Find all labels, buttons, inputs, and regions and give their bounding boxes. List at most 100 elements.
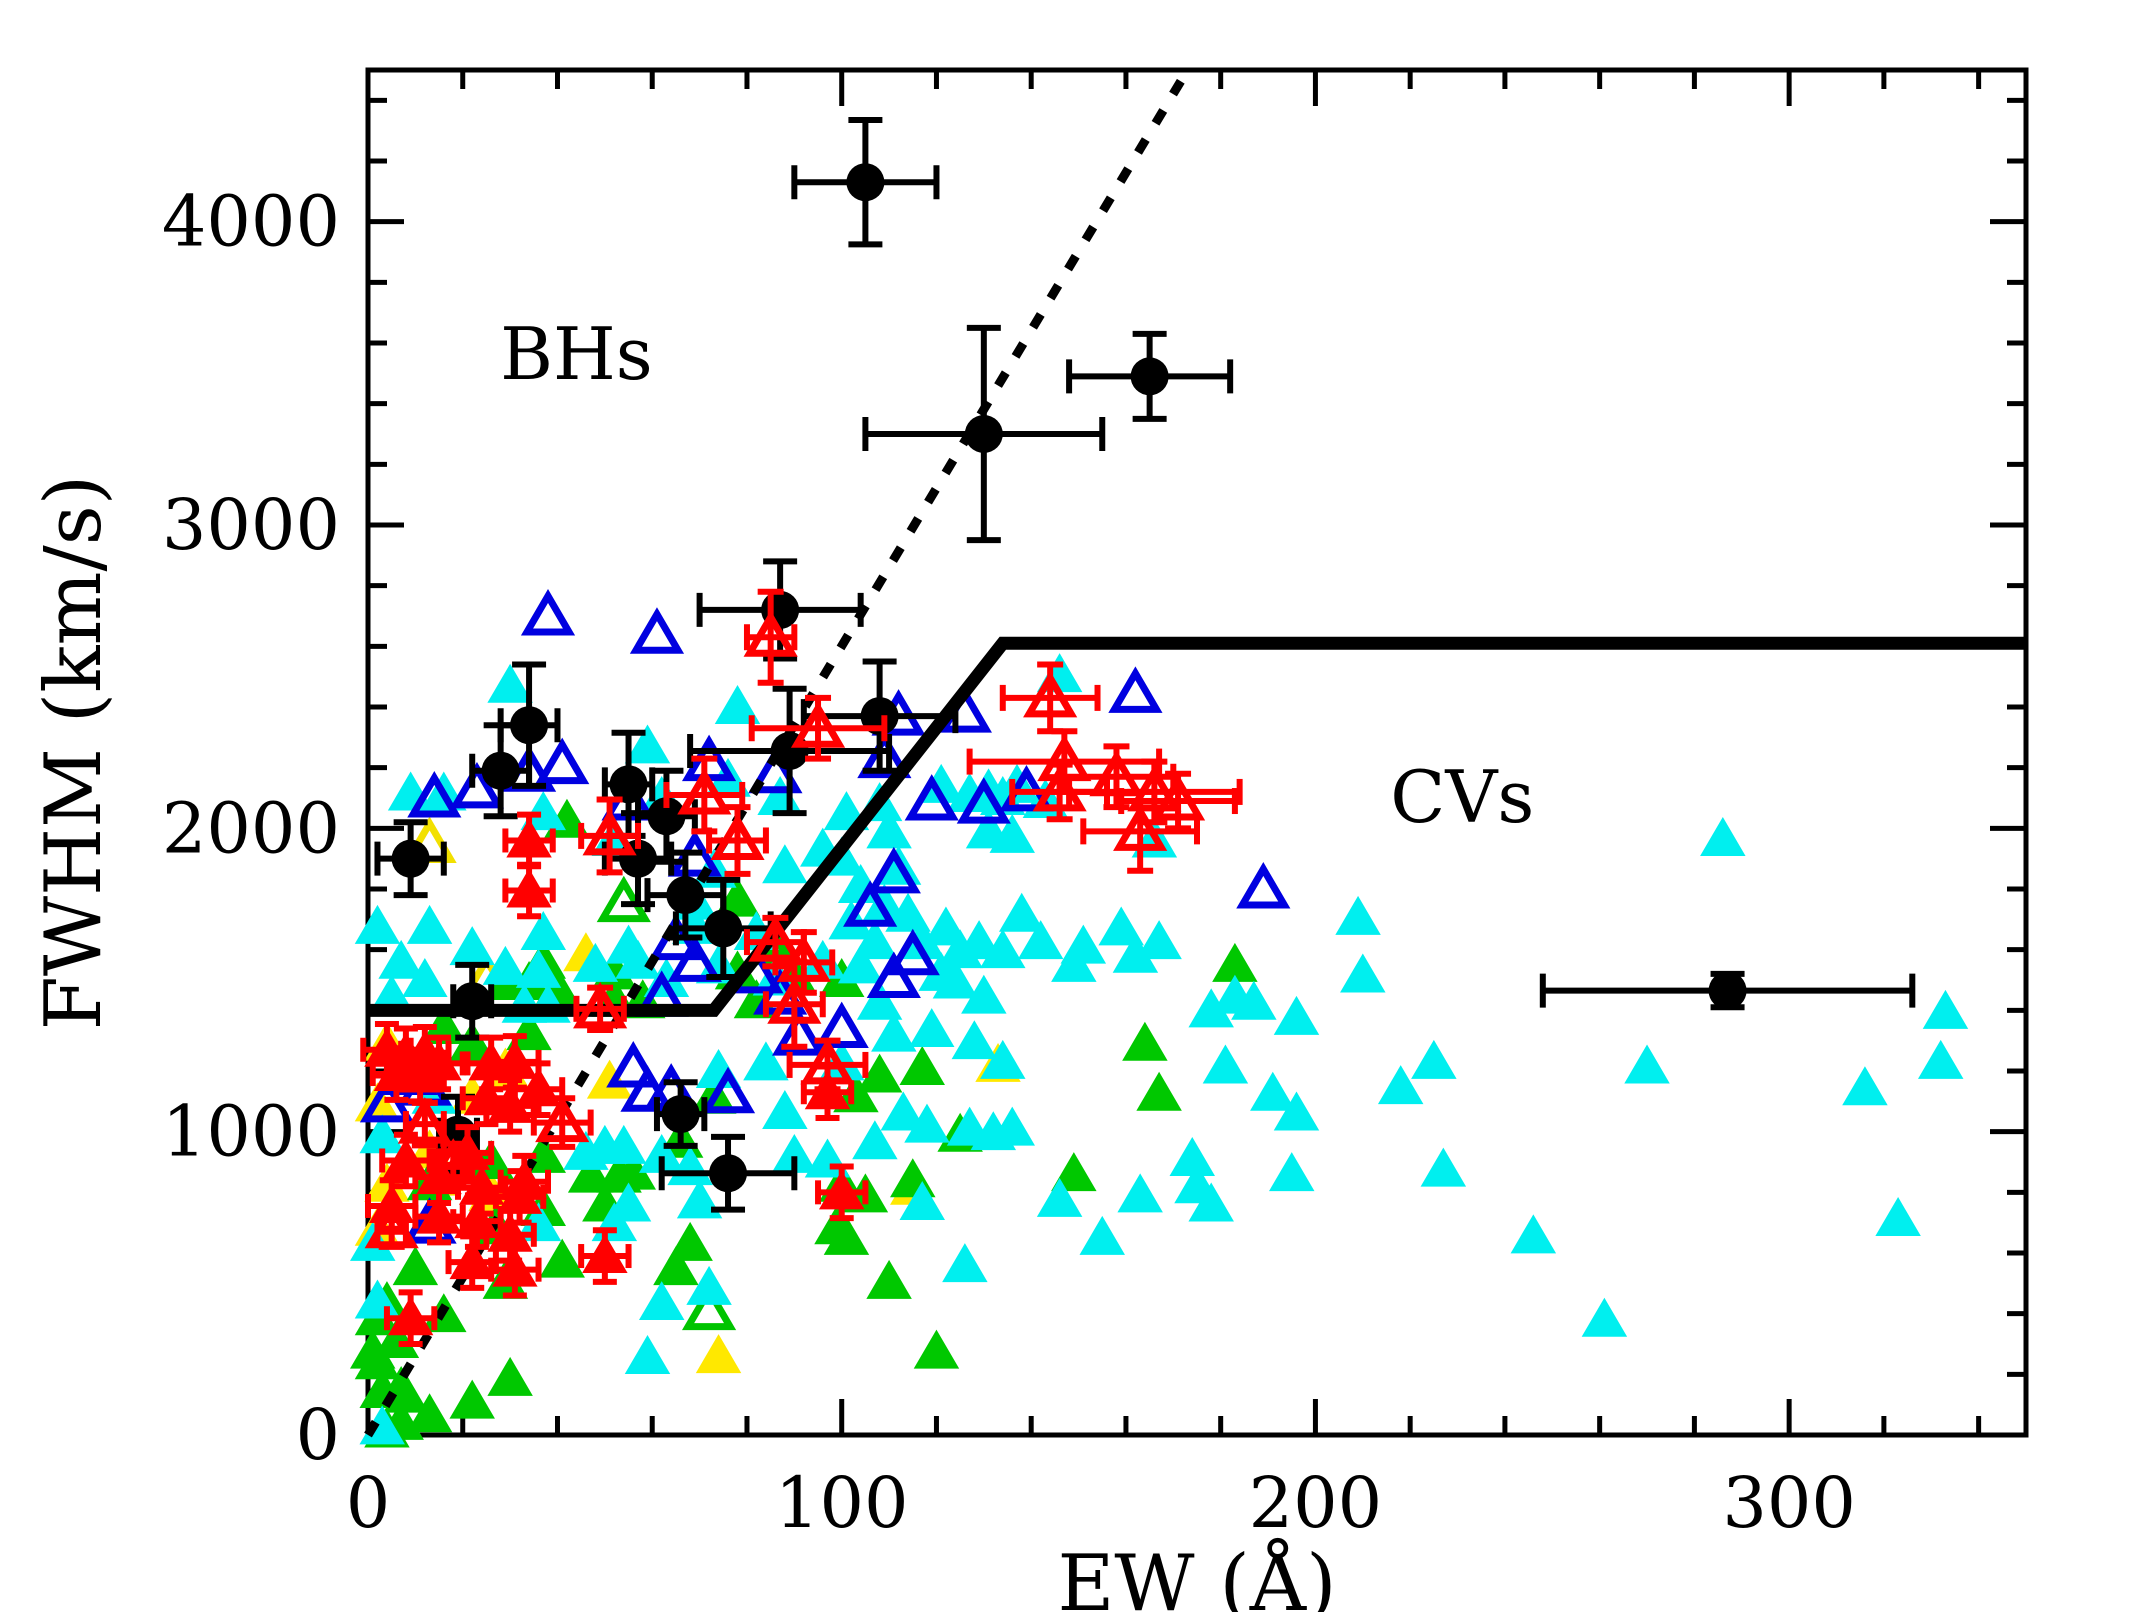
data-point xyxy=(1624,1044,1670,1084)
data-point xyxy=(1922,989,1969,1029)
data-point xyxy=(814,1001,869,1049)
data-point xyxy=(391,839,430,878)
data-point xyxy=(1169,1136,1216,1176)
data-point xyxy=(1842,1066,1888,1106)
data-point xyxy=(520,910,567,950)
data-point xyxy=(1202,1044,1249,1084)
data-point xyxy=(515,948,562,988)
data-point xyxy=(1377,1065,1424,1105)
data-point xyxy=(767,977,822,1024)
data-point xyxy=(463,1076,510,1116)
data-point xyxy=(1510,1214,1557,1254)
data-point xyxy=(1051,1152,1097,1192)
series-cyan-triangles xyxy=(349,653,1969,1445)
data-point xyxy=(1079,1215,1125,1255)
data-point xyxy=(762,844,808,884)
data-point xyxy=(856,1053,903,1093)
data-point xyxy=(1051,942,1097,982)
x-tick-labels: 0 100 200 300 xyxy=(346,1462,1856,1544)
data-point xyxy=(956,777,1011,824)
data-point xyxy=(661,1095,700,1134)
data-point xyxy=(520,791,567,831)
y-tick-label: 3000 xyxy=(162,484,340,566)
data-point xyxy=(852,920,898,960)
data-point xyxy=(354,904,401,944)
data-point xyxy=(748,915,803,962)
data-point xyxy=(818,1170,865,1210)
data-point xyxy=(667,935,722,982)
data-point xyxy=(885,892,931,932)
data-point xyxy=(406,904,453,944)
data-point xyxy=(638,1281,685,1321)
data-point xyxy=(942,1243,988,1283)
data-point xyxy=(582,808,637,856)
data-point xyxy=(695,1334,742,1374)
data-point xyxy=(653,1246,699,1286)
data-point xyxy=(378,939,424,979)
data-point xyxy=(449,761,505,809)
data-point xyxy=(666,876,705,915)
y-tick-label: 2000 xyxy=(162,787,340,869)
data-point xyxy=(866,1259,912,1299)
data-point xyxy=(980,929,1026,969)
data-point xyxy=(609,765,648,804)
data-point xyxy=(392,1246,439,1286)
data-point xyxy=(572,942,619,982)
data-point xyxy=(989,813,1035,853)
data-point xyxy=(449,1379,495,1419)
data-point xyxy=(647,797,686,836)
data-point xyxy=(904,774,959,821)
series-red-triangles xyxy=(360,811,869,1347)
y-axis-title: FWHM (km/s) xyxy=(29,475,119,1030)
data-point xyxy=(823,1215,870,1255)
data-point xyxy=(964,415,1003,453)
data-point xyxy=(624,1335,671,1375)
data-point xyxy=(582,1234,628,1274)
data-point xyxy=(998,892,1045,932)
data-point xyxy=(586,1059,633,1099)
data-point xyxy=(856,980,903,1020)
data-point xyxy=(481,751,520,790)
annotations: BHs CVs xyxy=(500,312,1534,839)
data-point xyxy=(885,928,940,976)
data-point xyxy=(520,589,576,636)
data-point xyxy=(866,951,921,998)
data-point xyxy=(932,959,979,999)
data-point xyxy=(387,1296,434,1336)
data-point xyxy=(535,1095,590,1143)
data-point xyxy=(667,1221,713,1261)
data-point xyxy=(1113,804,1168,851)
data-point xyxy=(1117,1173,1163,1213)
data-point xyxy=(1250,1071,1296,1111)
data-point xyxy=(487,1356,533,1396)
data-point xyxy=(492,1247,538,1287)
data-point xyxy=(800,1037,855,1085)
y-tick-label: 4000 xyxy=(162,181,340,263)
y-tick-label: 1000 xyxy=(162,1091,340,1173)
data-point xyxy=(1708,971,1747,1010)
data-point xyxy=(373,1318,420,1358)
data-point xyxy=(449,926,495,966)
data-point xyxy=(714,877,761,917)
data-point xyxy=(596,875,651,923)
data-point xyxy=(709,1154,748,1193)
data-point xyxy=(416,1194,462,1234)
data-point xyxy=(1108,666,1163,713)
data-point xyxy=(1420,1147,1467,1187)
data-point xyxy=(843,880,898,927)
x-tick-label: 0 xyxy=(346,1462,391,1544)
data-point xyxy=(1269,1152,1315,1192)
data-point xyxy=(923,906,969,946)
data-point xyxy=(1581,1297,1628,1337)
data-point xyxy=(866,809,912,849)
data-point xyxy=(515,1067,562,1107)
data-point xyxy=(506,818,552,858)
data-point xyxy=(539,1238,585,1278)
data-point xyxy=(629,607,685,654)
data-point xyxy=(1335,895,1381,935)
data-point xyxy=(1017,920,1064,960)
data-point xyxy=(601,1124,647,1164)
data-point xyxy=(1036,1177,1083,1217)
